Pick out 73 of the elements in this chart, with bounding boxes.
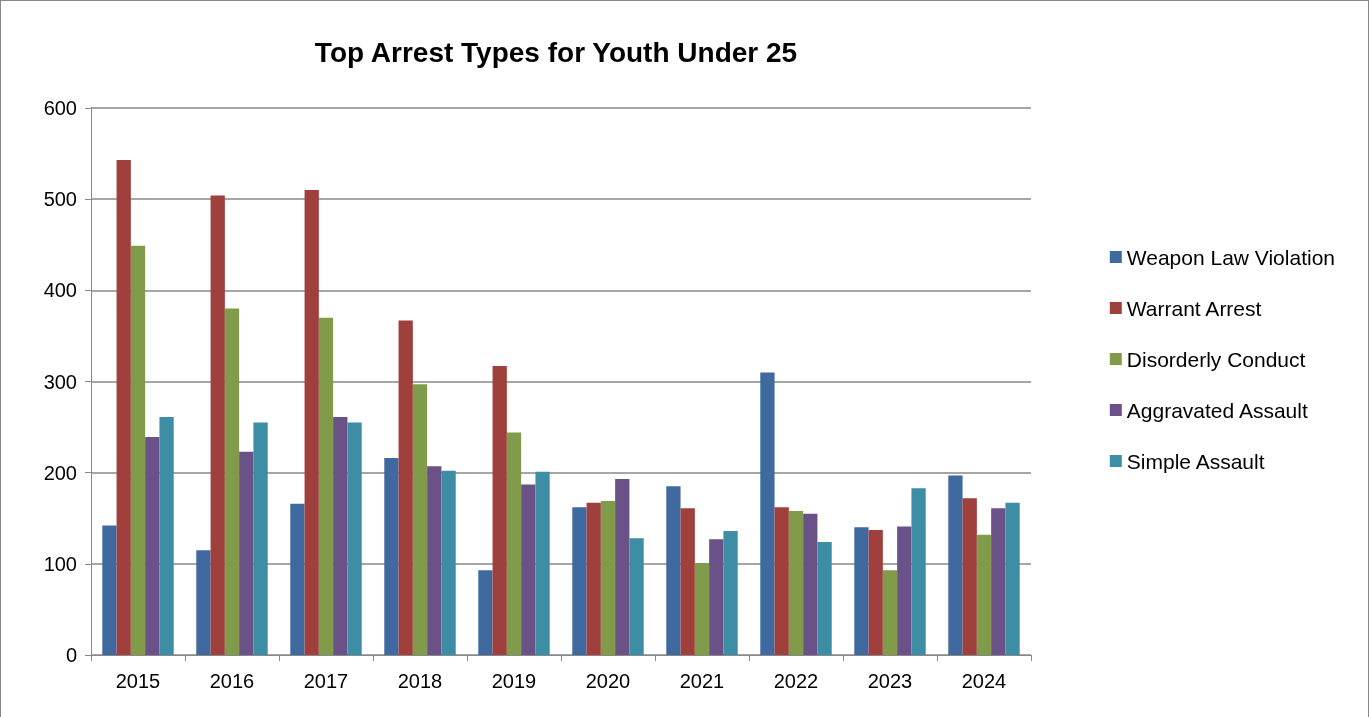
bar [948,475,963,655]
bar [427,466,442,655]
bar [290,503,305,655]
x-tick-label: 2017 [303,670,349,692]
bar [535,471,550,655]
bar [600,500,616,655]
x-tick-label: 2024 [961,670,1007,692]
x-tick-label: 2022 [773,670,819,692]
bar [666,486,681,655]
x-tick-label: 2021 [679,670,725,692]
x-tick-label: 2020 [585,670,631,692]
x-tick-label: 2018 [397,670,443,692]
bar [239,451,254,655]
x-tick-label: 2015 [115,670,161,692]
bar [694,562,710,655]
legend-label: Simple Assault [1126,449,1265,473]
bar [723,531,738,655]
bar [159,417,174,655]
bar [304,190,319,655]
legend-label: Aggravated Assault [1126,398,1308,422]
y-tick-label: 500 [43,188,77,211]
bar [962,498,977,655]
bar [398,320,413,655]
bar [210,195,225,655]
y-tick-label: 300 [43,370,77,393]
bar [1005,502,1020,655]
bar [817,541,832,655]
bar [333,417,348,655]
bar [318,317,334,655]
bar [441,470,456,655]
bar [709,539,724,655]
y-tick-label: 400 [43,279,77,302]
bar [478,570,493,655]
x-tick-label: 2016 [209,670,255,692]
legend-label: Warrant Arrest [1126,296,1262,320]
legend-label: Weapon Law Violation [1126,245,1336,269]
x-tick-label: 2023 [867,670,913,692]
bar [882,570,898,655]
bar [492,366,507,655]
bar [224,308,240,655]
y-tick-label: 200 [43,461,77,484]
bar [788,510,804,655]
legend-label: Disorderly Conduct [1126,347,1306,371]
bar [976,534,992,655]
bar [347,422,362,655]
bar [253,422,268,655]
bar [629,538,644,655]
bar [774,507,789,655]
bar [572,507,587,655]
bar [384,458,399,655]
y-tick-label: 0 [65,644,77,666]
y-tick-label: 600 [43,97,77,119]
bar [680,508,695,655]
bar [615,479,630,655]
bar [803,513,818,655]
bar [897,526,912,655]
bar [130,245,146,655]
bar [586,502,601,655]
bar [196,550,211,655]
bar [911,488,926,655]
bar [412,384,428,655]
bar [854,527,869,655]
bar [760,372,775,655]
bar [868,530,883,655]
bar [102,525,117,655]
bar [145,437,160,655]
y-tick-label: 100 [43,552,77,575]
x-tick-label: 2019 [491,670,537,692]
bar [991,508,1006,655]
bar [521,484,536,655]
bar [116,159,131,655]
chart-title: Top Arrest Types for Youth Under 25 [314,36,798,68]
bar [506,432,522,655]
